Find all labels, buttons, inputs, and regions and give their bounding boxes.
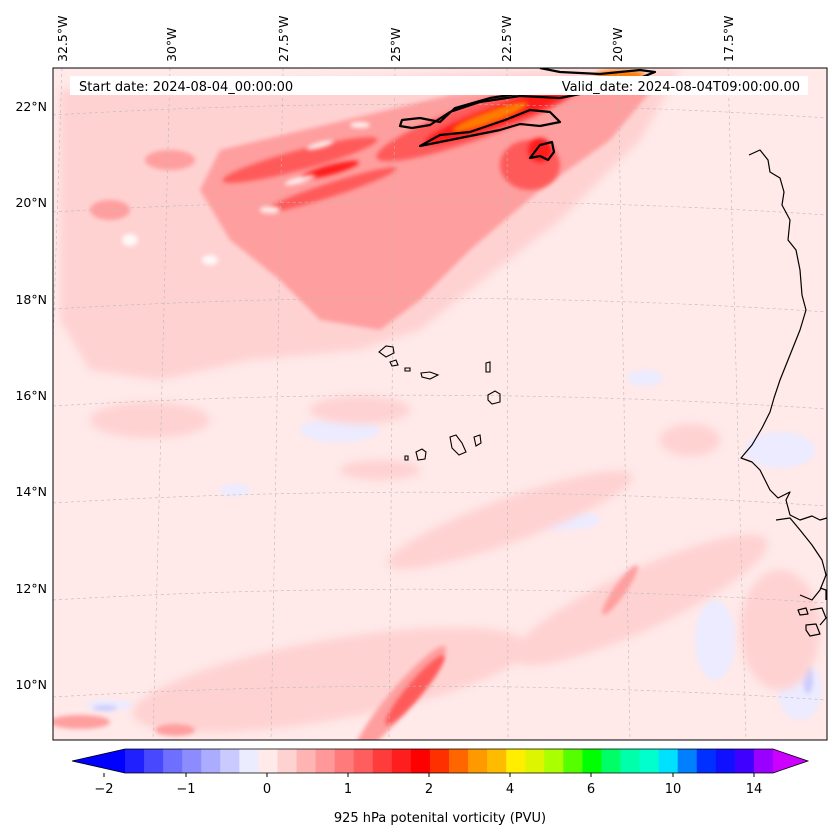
colorbar-cell (639, 749, 660, 773)
colorbar-cell (658, 749, 679, 773)
colorbar-cell (391, 749, 412, 773)
lat-label-10n: 10°N (15, 677, 47, 692)
lat-label-20n: 20°N (15, 195, 47, 210)
colorbar-cell (144, 749, 164, 773)
colorbar-cell (487, 749, 507, 773)
colorbar-cell (296, 749, 316, 773)
colorbar-cell (715, 749, 736, 773)
colorbar-cell (163, 749, 183, 773)
colorbar-cell (753, 749, 774, 773)
colorbar-cell (525, 749, 545, 773)
lat-gridlines (53, 103, 827, 701)
colorbar-ticks (103, 773, 755, 777)
colorbar-cell (372, 749, 393, 773)
colorbar-cell (220, 749, 240, 773)
colorbar-cell (601, 749, 621, 773)
cb-tick-label: 2 (425, 782, 433, 797)
lon-label-25w: 25°W (388, 27, 403, 62)
lat-label-22n: 22°N (15, 99, 47, 114)
colorbar-cell (468, 749, 488, 773)
colorbar-under-triangle (72, 749, 125, 773)
colorbar-cell (582, 749, 602, 773)
lon-label-30w: 30°W (164, 27, 179, 62)
header-box (70, 76, 808, 95)
map-panel (53, 68, 827, 740)
cb-tick-label: −1 (176, 782, 195, 797)
colorbar-cells (125, 749, 774, 773)
colorbar-title: 925 hPa potenital vorticity (PVU) (334, 811, 546, 826)
lon-label-17-5w: 17.5°W (721, 16, 736, 62)
pv-contours (398, 68, 657, 162)
colorbar-cell (506, 749, 526, 773)
colorbar: −2 −1 0 1 2 4 6 10 14 925 hPa potenital … (71, 748, 810, 826)
colorbar-cell (277, 749, 297, 773)
colorbar-cell (677, 749, 698, 773)
colorbar-cell (410, 749, 431, 773)
colorbar-cell (334, 749, 355, 773)
colorbar-cell (182, 749, 202, 773)
cb-tick-label: 14 (746, 782, 763, 797)
colorbar-tick-labels: −2 −1 0 1 2 4 6 10 14 (94, 782, 762, 797)
cb-tick-label: 4 (506, 782, 514, 797)
start-date-label: Start date: 2024-08-04_00:00:00 (79, 80, 293, 95)
lon-label-22-5w: 22.5°W (499, 16, 514, 62)
lat-label-18n: 18°N (15, 292, 47, 307)
lon-label-32-5w: 32.5°W (55, 16, 70, 62)
colorbar-cell (315, 749, 336, 773)
colorbar-cell (696, 749, 717, 773)
african-coastline (740, 149, 827, 637)
colorbar-cell (449, 749, 469, 773)
lon-gridlines (53, 68, 747, 740)
cb-tick-label: 1 (344, 782, 352, 797)
lat-label-14n: 14°N (15, 484, 47, 499)
colorbar-cell (353, 749, 374, 773)
colorbar-cell (429, 749, 450, 773)
cape-verde-islands (378, 345, 501, 461)
cb-tick-label: 6 (587, 782, 595, 797)
colorbar-cell (620, 749, 640, 773)
colorbar-outline (71, 748, 810, 774)
valid-date-label: Valid_date: 2024-08-04T09:00:00.00 (562, 80, 800, 95)
cb-tick-label: −2 (94, 782, 113, 797)
lat-label-16n: 16°N (15, 388, 47, 403)
map-frame (52, 67, 828, 741)
lon-label-20w: 20°W (610, 27, 625, 62)
colorbar-cell (125, 749, 145, 773)
lat-label-12n: 12°N (15, 581, 47, 596)
colorbar-over-triangle (773, 749, 808, 773)
colorbar-cell (563, 749, 583, 773)
colorbar-cell (201, 749, 221, 773)
lat-labels: 22°N 20°N 18°N 16°N 14°N 12°N 10°N (15, 99, 47, 692)
pv-gaps (122, 122, 370, 265)
cb-tick-label: 0 (263, 782, 271, 797)
colorbar-cell (239, 749, 259, 773)
colorbar-cell (544, 749, 564, 773)
colorbar-cell (734, 749, 755, 773)
colorbar-cell (258, 749, 278, 773)
cb-tick-label: 10 (665, 782, 682, 797)
lon-label-27-5w: 27.5°W (276, 16, 291, 62)
lon-labels: 32.5°W 30°W 27.5°W 25°W 22.5°W 20°W 17.5… (55, 16, 736, 62)
